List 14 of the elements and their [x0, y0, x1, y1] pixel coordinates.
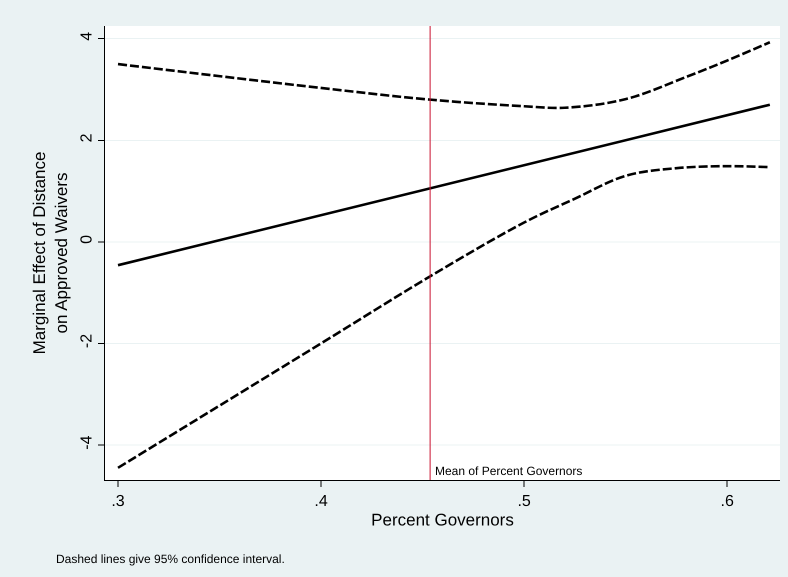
x-axis-title: Percent Governors — [371, 510, 514, 530]
y-tick-label: -2 — [78, 334, 96, 348]
x-tick-label: .4 — [314, 493, 328, 510]
y-tick-label: 2 — [78, 133, 96, 142]
text: Dashed lines give 95% confidence interval. — [56, 552, 285, 566]
y-tick-label: 4 — [78, 32, 96, 41]
y-tick-label: 0 — [78, 234, 96, 244]
x-tick-label: .6 — [720, 493, 734, 510]
x-tick-label: .5 — [517, 493, 531, 510]
line-series — [116, 40, 772, 110]
ref-line-label: Mean of Percent Governors — [435, 464, 582, 478]
x-tick-label: .3 — [111, 493, 125, 510]
y-axis-title: Marginal Effect of Distance on Approved Waivers — [30, 152, 72, 354]
y-tick-label: -4 — [78, 435, 96, 450]
